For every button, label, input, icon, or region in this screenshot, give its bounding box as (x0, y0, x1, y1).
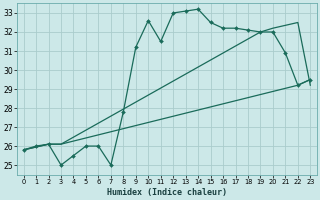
X-axis label: Humidex (Indice chaleur): Humidex (Indice chaleur) (107, 188, 227, 197)
